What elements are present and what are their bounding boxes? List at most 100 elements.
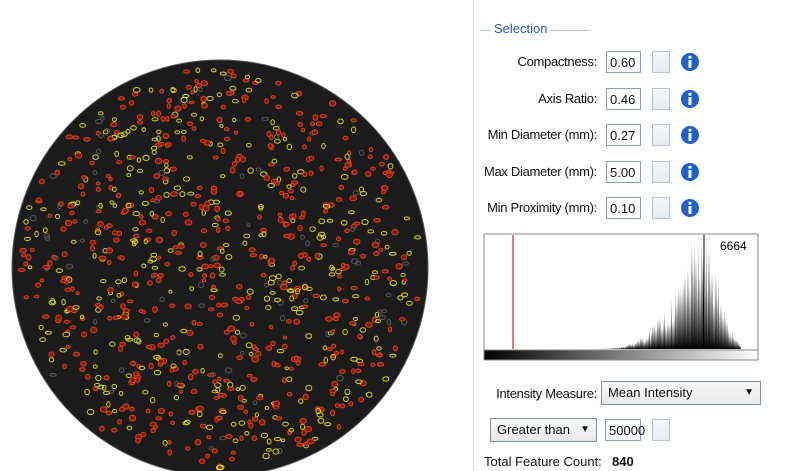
feature-outline (376, 346, 382, 351)
max-label: 6664 (720, 239, 747, 253)
feature-outline (247, 419, 252, 425)
feature-outline (230, 421, 237, 427)
threshold-spinner[interactable] (652, 419, 670, 441)
field-input[interactable]: 0.10 (606, 197, 641, 219)
field-spinner[interactable] (652, 197, 670, 219)
feature-outline (132, 87, 141, 93)
feature-outline (257, 214, 262, 220)
intensity-dropdown[interactable]: Mean Intensity ▼ (601, 381, 761, 405)
feature-outline (105, 410, 113, 416)
comparison-value: Greater than (497, 422, 570, 437)
plate-view (11, 59, 429, 471)
feature-outline (206, 435, 212, 440)
feature-outline (296, 442, 304, 447)
feature-outline (111, 409, 118, 414)
feature-outline (95, 118, 103, 125)
feature-outline (303, 298, 309, 304)
feature-outline (42, 265, 50, 270)
feature-outline (217, 353, 223, 359)
field-input[interactable]: 0.27 (606, 124, 641, 146)
field-spinner[interactable] (652, 51, 670, 73)
feature-outline (47, 213, 53, 219)
feature-outline (367, 154, 373, 160)
feature-outline (298, 398, 304, 404)
feature-outline (199, 116, 205, 122)
feature-outline (302, 393, 309, 401)
field-spinner[interactable] (652, 87, 670, 110)
info-icon[interactable] (680, 162, 700, 182)
feature-outline (305, 286, 313, 291)
feature-outline (141, 200, 149, 206)
feature-outline (187, 373, 194, 381)
feature-outline (164, 262, 171, 267)
feature-outline (265, 305, 272, 311)
feature-outline (331, 380, 339, 388)
feature-outline (391, 229, 399, 236)
feature-outline (222, 218, 230, 224)
feature-outline (89, 160, 95, 166)
feature-outline (143, 318, 151, 323)
feature-outline (365, 171, 372, 177)
feature-outline (23, 295, 29, 300)
field-spinner[interactable] (652, 124, 670, 146)
feature-outline (300, 423, 306, 430)
feature-outline (38, 324, 44, 331)
feature-outline (59, 347, 68, 353)
field-input[interactable]: 0.46 (606, 87, 641, 110)
feature-outline (288, 289, 295, 294)
feature-outline (378, 247, 384, 252)
feature-outline (402, 261, 409, 266)
feature-outline (324, 422, 332, 427)
feature-outline (267, 143, 273, 149)
feature-outline (385, 292, 392, 298)
field-input[interactable]: 5.00 (606, 160, 641, 183)
feature-outline (120, 303, 126, 310)
feature-outline (246, 142, 252, 148)
feature-outline (242, 240, 248, 246)
feature-outline (298, 265, 306, 271)
feature-outline (220, 248, 225, 254)
feature-outline (295, 309, 304, 316)
info-glyph (688, 60, 692, 68)
feature-outline (207, 264, 214, 269)
feature-outline (197, 185, 203, 191)
feature-outline (148, 186, 155, 194)
feature-outline (206, 95, 214, 102)
feature-outline (311, 129, 319, 136)
feature-outline (215, 415, 223, 421)
feature-outline (19, 247, 27, 253)
feature-outline (306, 136, 312, 142)
feature-outline (251, 356, 260, 363)
comparison-dropdown[interactable]: Greater than ▼ (490, 418, 597, 442)
field-spinner[interactable] (652, 160, 670, 183)
feature-outline (201, 278, 207, 283)
feature-outline (160, 216, 165, 223)
feature-outline (250, 377, 258, 382)
feature-outline (227, 386, 235, 391)
feature-outline (176, 382, 184, 388)
field-input[interactable]: 0.60 (606, 51, 641, 73)
info-icon[interactable] (680, 198, 700, 218)
feature-outline (194, 79, 199, 84)
feature-outline (352, 190, 359, 196)
feature-outline (252, 347, 260, 352)
feature-outline (287, 188, 294, 194)
feature-outline (174, 250, 182, 255)
feature-outline (100, 279, 107, 284)
feature-outline (111, 383, 118, 390)
feature-outline (232, 438, 239, 444)
feature-outline (277, 212, 283, 218)
info-icon[interactable] (680, 52, 700, 72)
feature-outline (292, 260, 298, 267)
feature-outline (239, 350, 245, 356)
info-icon[interactable] (680, 125, 700, 145)
info-icon[interactable] (680, 89, 700, 109)
feature-outline (151, 214, 159, 220)
feature-outline (336, 374, 344, 382)
feature-outline (96, 204, 104, 210)
feature-outline (49, 373, 57, 377)
threshold-input[interactable]: 50000 (605, 419, 645, 441)
feature-outline (264, 282, 269, 288)
feature-outline (153, 332, 159, 338)
feature-outline (141, 263, 147, 269)
